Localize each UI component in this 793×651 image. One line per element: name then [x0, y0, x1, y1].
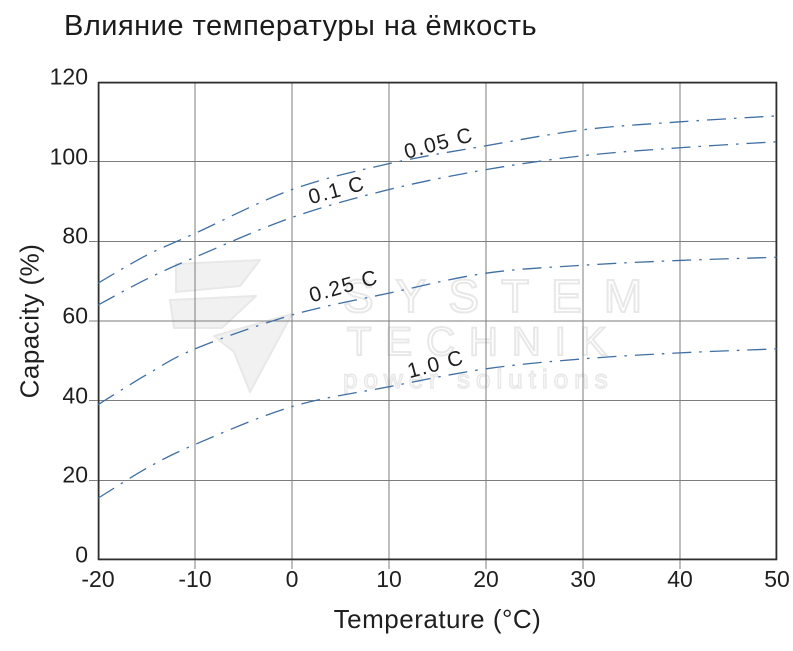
y-tick-label-0: 0: [75, 541, 88, 568]
axis-ticks: [89, 161, 681, 569]
watermark-brand-line2: TECHNIK: [347, 320, 621, 364]
x-tick-label-20: 20: [473, 566, 499, 592]
x-tick-label-10: 10: [376, 566, 402, 592]
curve-0.05-c: [97, 115, 778, 284]
curve-0.25-c: [97, 256, 778, 406]
x-tick-label--10: -10: [178, 566, 212, 592]
y-tick-label-60: 60: [62, 302, 88, 329]
curve-0.1-c: [97, 141, 778, 306]
x-tick-label--20: -20: [81, 566, 115, 592]
plot-border: [98, 82, 777, 560]
data-curves: [97, 115, 778, 499]
y-tick-label-100: 100: [49, 143, 88, 170]
x-axis-title: Temperature (°C): [333, 604, 542, 634]
x-tick-label-30: 30: [570, 566, 596, 592]
x-tick-label-0: 0: [285, 566, 299, 592]
x-tick-label-50: 50: [764, 566, 790, 592]
y-axis-title: Capacity (%): [14, 243, 45, 399]
plot-area: SYSTEM TECHNIK power solutions 0.05 C 0.1…: [89, 81, 778, 569]
watermark-brand-line1: SYSTEM: [343, 270, 664, 322]
chart-title: Влияние температуры на ёмкость: [64, 10, 538, 42]
watermark-tagline: power solutions: [343, 364, 614, 394]
y-tick-label-20: 20: [62, 461, 88, 488]
y-tick-label-120: 120: [49, 63, 88, 90]
y-tick-label-80: 80: [62, 222, 88, 249]
watermark: SYSTEM TECHNIK power solutions: [169, 259, 664, 395]
x-tick-label-40: 40: [667, 566, 693, 592]
system-technik-logo: [169, 259, 293, 393]
y-tick-label-40: 40: [62, 382, 88, 409]
plot-svg: SYSTEM TECHNIK power solutions: [89, 81, 778, 569]
curve-1.0-c: [97, 348, 778, 499]
